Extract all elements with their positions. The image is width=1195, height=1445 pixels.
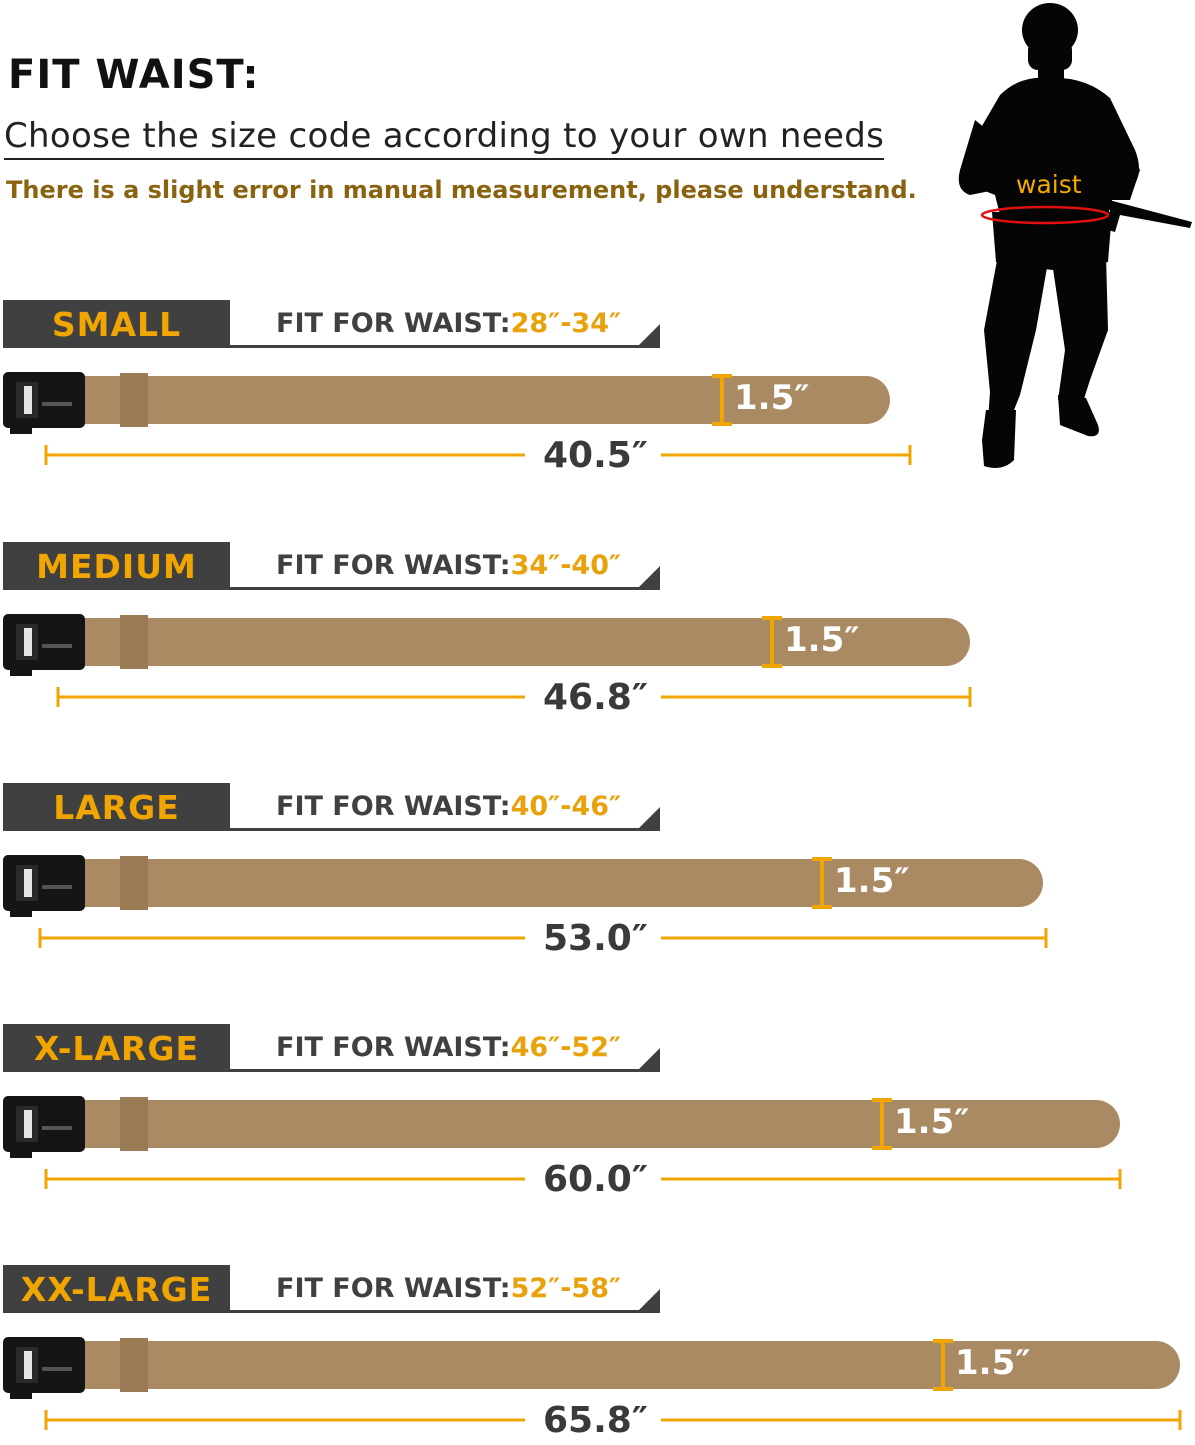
fit-for-waist: FIT FOR WAIST:28″-34″	[276, 308, 621, 339]
fit-underline	[230, 1069, 650, 1072]
belt-keeper	[120, 373, 148, 427]
fit-range: 40″-46″	[510, 791, 622, 822]
fit-underline	[230, 1310, 650, 1313]
fit-corner-icon	[636, 324, 660, 348]
size-block-medium: MEDIUM FIT FOR WAIST:34″-40″	[0, 542, 1195, 722]
fit-for-waist: FIT FOR WAIST:46″-52″	[276, 1032, 621, 1063]
belt-width-label: 1.5″	[894, 1102, 970, 1142]
width-marker	[933, 1339, 953, 1391]
fit-prefix: FIT FOR WAIST:	[276, 791, 511, 822]
page-title: FIT WAIST:	[8, 52, 260, 98]
length-dimension-line	[38, 928, 1048, 948]
fit-range: 34″-40″	[510, 550, 622, 581]
length-dimension-line	[56, 687, 972, 707]
length-dimension-line	[44, 1410, 1182, 1430]
fit-for-waist: FIT FOR WAIST:40″-46″	[276, 791, 621, 822]
fit-corner-icon	[636, 566, 660, 590]
soldier-silhouette	[940, 0, 1195, 480]
belt-keeper	[120, 1338, 148, 1392]
belt-strap	[70, 1100, 1120, 1148]
fit-for-waist: FIT FOR WAIST:34″-40″	[276, 550, 621, 581]
measurement-note: There is a slight error in manual measur…	[6, 176, 917, 204]
size-block-xx-large: XX-LARGE FIT FOR WAIST:52″-58″	[0, 1265, 1195, 1445]
width-marker	[812, 857, 832, 909]
belt-length-label: 46.8″	[543, 677, 648, 718]
belt-strap	[70, 1341, 1180, 1389]
size-tag: XX-LARGE	[3, 1265, 230, 1313]
size-block-small: SMALL FIT FOR WAIST:28″-34″	[0, 300, 1195, 480]
page-subtitle: Choose the size code according to your o…	[4, 116, 885, 160]
fit-underline	[230, 828, 650, 831]
width-marker	[712, 374, 732, 426]
belt-buckle	[3, 1337, 85, 1399]
belt-illustration	[3, 1337, 1182, 1430]
belt-keeper	[120, 1097, 148, 1151]
fit-corner-icon	[636, 807, 660, 831]
fit-corner-icon	[636, 1048, 660, 1072]
belt-length-label: 60.0″	[543, 1159, 648, 1200]
belt-length-label: 65.8″	[543, 1400, 648, 1441]
belt-width-label: 1.5″	[784, 620, 860, 660]
fit-range: 28″-34″	[510, 308, 622, 339]
size-tag: SMALL	[3, 300, 230, 348]
belt-width-label: 1.5″	[834, 861, 910, 901]
fit-prefix: FIT FOR WAIST:	[276, 550, 511, 581]
belt-strap	[70, 376, 890, 424]
fit-range: 52″-58″	[510, 1273, 622, 1304]
belt-illustration	[3, 855, 1048, 948]
belt-length-label: 40.5″	[543, 435, 648, 476]
fit-underline	[230, 345, 650, 348]
fit-prefix: FIT FOR WAIST:	[276, 1032, 511, 1063]
waist-ring	[980, 205, 1110, 225]
belt-buckle	[3, 855, 85, 917]
belt-keeper	[120, 856, 148, 910]
waist-label: waist	[1016, 170, 1082, 199]
belt-illustration	[3, 1096, 1122, 1189]
belt-width-label: 1.5″	[734, 378, 810, 418]
belt-keeper	[120, 615, 148, 669]
belt-buckle	[3, 614, 85, 676]
length-dimension-line	[44, 1169, 1122, 1189]
belt-buckle	[3, 372, 85, 434]
belt-strap	[70, 618, 970, 666]
size-tag: MEDIUM	[3, 542, 230, 590]
size-block-x-large: X-LARGE FIT FOR WAIST:46″-52″	[0, 1024, 1195, 1204]
fit-prefix: FIT FOR WAIST:	[276, 308, 511, 339]
fit-range: 46″-52″	[510, 1032, 622, 1063]
length-dimension-line	[44, 445, 912, 465]
belt-strap	[70, 859, 1043, 907]
belt-buckle	[3, 1096, 85, 1158]
fit-corner-icon	[636, 1289, 660, 1313]
size-tag: X-LARGE	[3, 1024, 230, 1072]
size-tag: LARGE	[3, 783, 230, 831]
belt-illustration	[3, 372, 912, 465]
belt-illustration	[3, 614, 972, 707]
fit-underline	[230, 587, 650, 590]
width-marker	[762, 616, 782, 668]
fit-prefix: FIT FOR WAIST:	[276, 1273, 511, 1304]
fit-for-waist: FIT FOR WAIST:52″-58″	[276, 1273, 621, 1304]
belt-length-label: 53.0″	[543, 918, 648, 959]
belt-width-label: 1.5″	[955, 1343, 1031, 1383]
size-block-large: LARGE FIT FOR WAIST:40″-46″	[0, 783, 1195, 963]
width-marker	[872, 1098, 892, 1150]
